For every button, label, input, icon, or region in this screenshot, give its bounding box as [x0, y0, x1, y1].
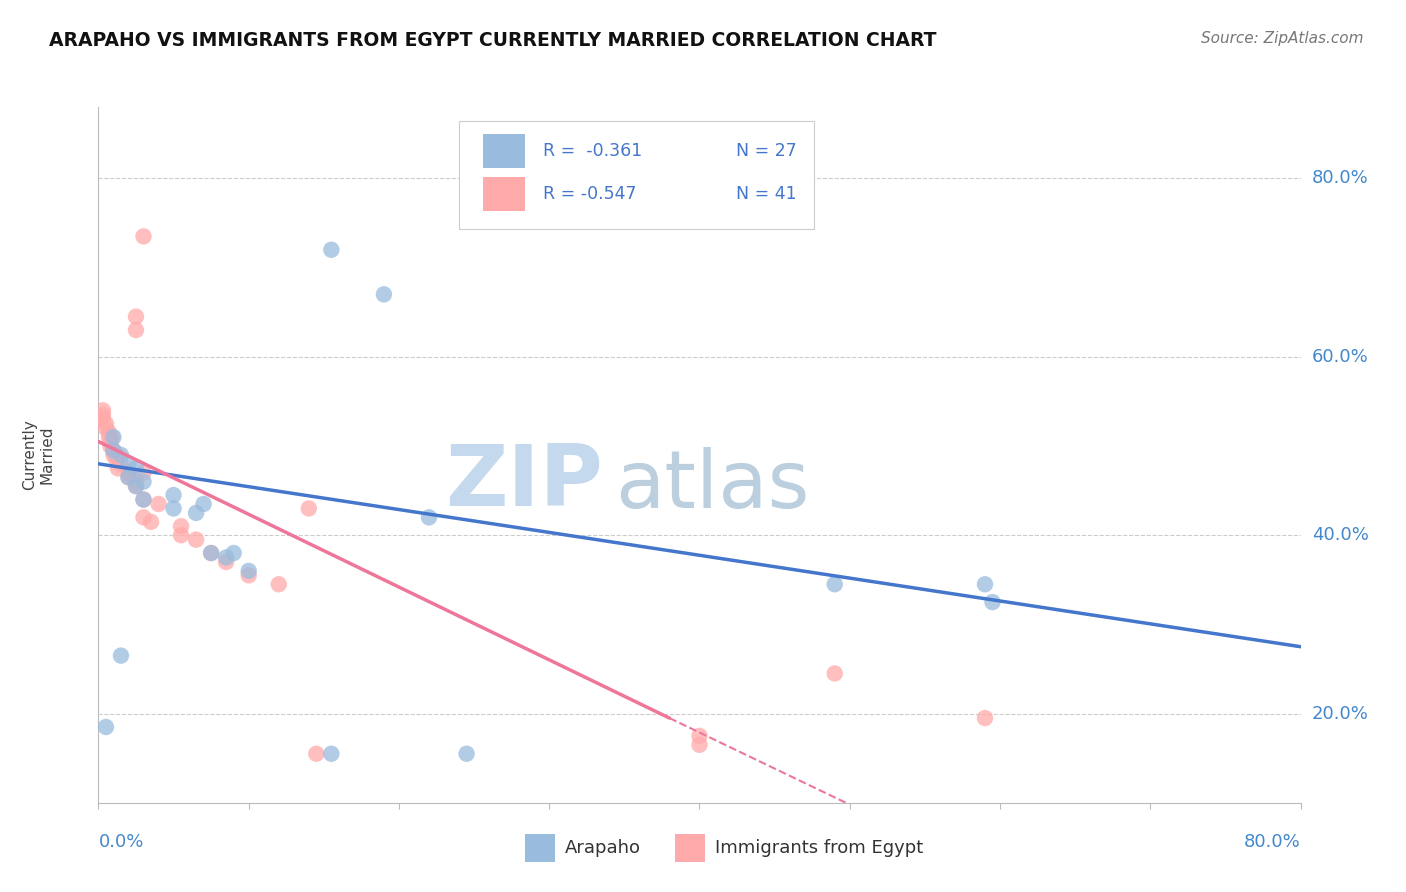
Point: [200, 546, 222, 560]
Point: [148, 497, 170, 511]
Point: [103, 443, 125, 458]
Text: Currently
Married: Currently Married: [22, 419, 55, 491]
Point: [215, 550, 238, 565]
Point: [974, 577, 997, 591]
Point: [125, 310, 148, 324]
Text: atlas: atlas: [616, 447, 810, 525]
Text: R =  -0.361: R = -0.361: [543, 142, 643, 160]
Point: [125, 479, 148, 493]
Point: [100, 439, 122, 453]
Point: [222, 546, 245, 560]
Point: [103, 448, 125, 462]
Point: [688, 738, 710, 752]
Point: [238, 568, 260, 582]
Text: 0.0%: 0.0%: [98, 833, 143, 851]
Point: [117, 466, 139, 480]
Point: [94, 421, 117, 435]
Point: [97, 430, 120, 444]
Point: [91, 412, 114, 426]
Point: [110, 648, 132, 663]
Point: [981, 595, 1004, 609]
Point: [373, 287, 395, 301]
Text: R = -0.547: R = -0.547: [543, 185, 637, 203]
Point: [824, 666, 846, 681]
Text: Arapaho: Arapaho: [565, 839, 641, 857]
Point: [100, 434, 122, 449]
Point: [688, 729, 710, 743]
Point: [103, 443, 125, 458]
Text: N = 41: N = 41: [735, 185, 796, 203]
Point: [132, 466, 155, 480]
Point: [132, 510, 155, 524]
Point: [91, 403, 114, 417]
Point: [117, 457, 139, 471]
Point: [105, 448, 128, 462]
Point: [91, 408, 114, 422]
Point: [105, 452, 128, 467]
Point: [305, 747, 328, 761]
Text: N = 27: N = 27: [735, 142, 796, 160]
Bar: [484, 134, 526, 168]
Text: 40.0%: 40.0%: [1312, 526, 1368, 544]
Point: [103, 430, 125, 444]
Text: Immigrants from Egypt: Immigrants from Egypt: [716, 839, 924, 857]
Text: Source: ZipAtlas.com: Source: ZipAtlas.com: [1201, 31, 1364, 46]
Point: [456, 747, 478, 761]
Point: [107, 461, 129, 475]
Bar: [484, 178, 526, 211]
Point: [101, 430, 124, 444]
Point: [170, 519, 193, 533]
Point: [321, 747, 343, 761]
Point: [139, 515, 162, 529]
Point: [94, 720, 117, 734]
Text: ARAPAHO VS IMMIGRANTS FROM EGYPT CURRENTLY MARRIED CORRELATION CHART: ARAPAHO VS IMMIGRANTS FROM EGYPT CURRENT…: [49, 31, 936, 50]
Text: 60.0%: 60.0%: [1312, 348, 1368, 366]
Point: [321, 243, 343, 257]
Point: [132, 492, 155, 507]
Point: [132, 475, 155, 489]
Point: [200, 546, 222, 560]
Text: 80.0%: 80.0%: [1244, 833, 1301, 851]
Point: [97, 425, 120, 440]
Text: 20.0%: 20.0%: [1312, 705, 1368, 723]
Point: [184, 533, 207, 547]
Point: [125, 323, 148, 337]
Point: [117, 470, 139, 484]
Point: [132, 492, 155, 507]
Point: [238, 564, 260, 578]
Point: [184, 506, 207, 520]
Point: [125, 475, 148, 489]
Point: [267, 577, 290, 591]
Point: [117, 470, 139, 484]
Point: [298, 501, 321, 516]
Point: [215, 555, 238, 569]
Point: [110, 448, 132, 462]
Point: [132, 229, 155, 244]
FancyBboxPatch shape: [458, 121, 814, 229]
Text: ZIP: ZIP: [446, 442, 603, 524]
Point: [974, 711, 997, 725]
Bar: [526, 834, 555, 862]
Bar: [675, 834, 706, 862]
Point: [125, 461, 148, 475]
Point: [162, 501, 184, 516]
Point: [94, 417, 117, 431]
Point: [170, 528, 193, 542]
Text: 80.0%: 80.0%: [1312, 169, 1368, 187]
Point: [193, 497, 215, 511]
Point: [162, 488, 184, 502]
Point: [418, 510, 440, 524]
Point: [110, 457, 132, 471]
Point: [125, 479, 148, 493]
Point: [824, 577, 846, 591]
